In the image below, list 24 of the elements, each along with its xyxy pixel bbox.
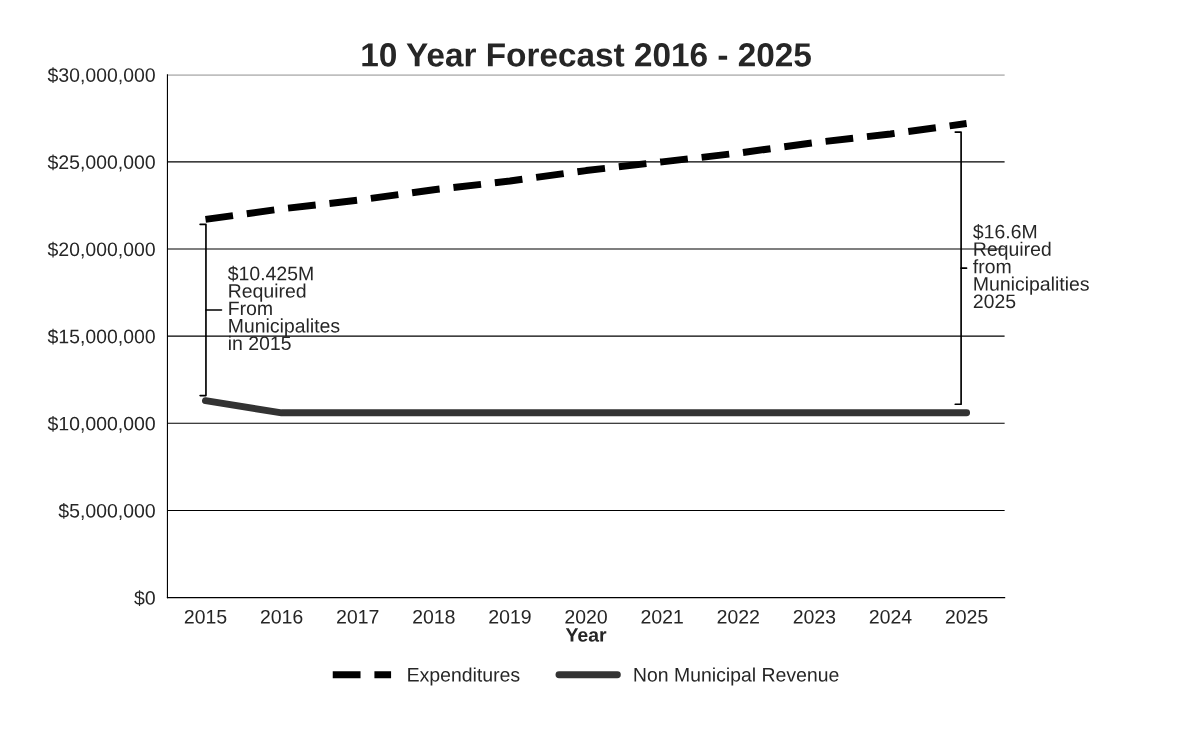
y-tick-label: $5,000,000 xyxy=(58,503,155,520)
x-tick-label: 2018 xyxy=(413,609,455,624)
x-tick-label: 2020 xyxy=(565,609,607,624)
x-tick-label: 2024 xyxy=(869,609,912,624)
x-tick-label: 2019 xyxy=(489,609,531,624)
y-tick-label: $20,000,000 xyxy=(47,241,155,259)
x-tick-label: 2021 xyxy=(641,609,683,624)
y-tick-label: $10,000,000 xyxy=(47,415,155,433)
y-tick-label: $30,000,000 xyxy=(47,67,155,85)
x-tick-label: 2015 xyxy=(184,609,227,624)
legend-label: Non Municipal Revenue xyxy=(634,667,839,686)
x-tick-label: 2016 xyxy=(260,609,303,624)
x-axis-title: Year xyxy=(565,628,607,642)
y-tick-label: $25,000,000 xyxy=(47,154,155,172)
x-tick-label: 2022 xyxy=(717,609,759,624)
x-tick-label: 2023 xyxy=(793,609,836,624)
chart-title: 10 Year Forecast 2016 - 2025 xyxy=(362,43,811,67)
annotation: $16.6M Required from Municipalities 2025 xyxy=(973,223,1089,309)
y-tick-label: $15,000,000 xyxy=(47,328,155,346)
annotation: $10.425M Required From Municipalites in 2015 xyxy=(227,265,340,351)
x-tick-label: 2017 xyxy=(337,609,379,624)
x-tick-label: 2025 xyxy=(945,609,988,624)
y-tick-label: $0 xyxy=(134,590,155,606)
legend-label: Expenditures xyxy=(408,667,520,686)
